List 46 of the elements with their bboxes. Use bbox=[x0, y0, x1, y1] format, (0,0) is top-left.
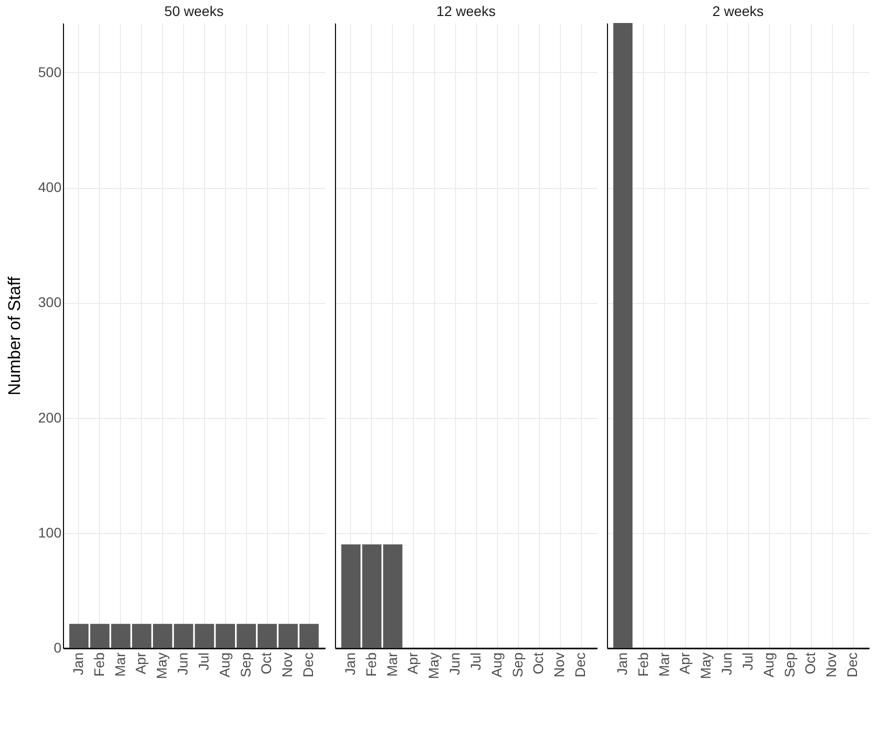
y-tick-label: 300 bbox=[38, 294, 62, 310]
chart-title: 50 weeks bbox=[164, 3, 224, 19]
x-tick-label: Jan bbox=[342, 652, 358, 676]
x-tick-label: Apr bbox=[404, 652, 421, 674]
x-tick-label: Sep bbox=[237, 652, 254, 678]
x-tick-label: Jul bbox=[467, 652, 484, 670]
x-tick-label: Apr bbox=[676, 652, 693, 674]
chart-title: 12 weeks bbox=[436, 3, 496, 19]
x-tick-label: Dec bbox=[844, 652, 860, 678]
x-tick-label: Feb bbox=[362, 652, 379, 677]
x-tick-label: Jun bbox=[718, 652, 735, 676]
x-tick-label: Oct bbox=[530, 652, 546, 674]
x-tick-label: May bbox=[426, 652, 442, 679]
x-tick-label: Oct bbox=[258, 652, 274, 674]
y-tick-label: 0 bbox=[54, 640, 62, 656]
x-tick-label: Jul bbox=[739, 652, 756, 670]
x-tick-label: Nov bbox=[823, 652, 840, 678]
x-tick-label: Mar bbox=[384, 652, 400, 677]
x-tick-label: Nov bbox=[279, 652, 296, 678]
x-tick-label: Mar bbox=[112, 652, 128, 677]
x-tick-label: May bbox=[698, 652, 714, 679]
x-tick-label: Sep bbox=[509, 652, 526, 678]
x-tick-label: Apr bbox=[132, 652, 149, 674]
chart-title: 2 weeks bbox=[712, 3, 764, 19]
x-tick-label: Dec bbox=[300, 652, 316, 678]
x-tick-label: May bbox=[154, 652, 170, 679]
x-tick-label: Aug bbox=[216, 652, 232, 678]
y-tick-label: 400 bbox=[38, 179, 62, 196]
x-tick-label: Feb bbox=[634, 652, 651, 677]
y-tick-label: 200 bbox=[38, 409, 62, 426]
x-tick-label: Mar bbox=[656, 652, 672, 677]
x-tick-label: Jun bbox=[174, 652, 191, 676]
x-tick-label: Jan bbox=[614, 652, 630, 676]
x-tick-label: Aug bbox=[760, 652, 776, 678]
y-tick-label: 100 bbox=[38, 524, 62, 540]
x-tick-label: Dec bbox=[572, 652, 588, 678]
x-tick-label: Feb bbox=[90, 652, 107, 677]
x-tick-label: Jun bbox=[446, 652, 463, 676]
y-tick-label: 500 bbox=[38, 64, 62, 80]
x-tick-label: Nov bbox=[551, 652, 568, 678]
x-tick-label: Jan bbox=[70, 652, 86, 676]
x-tick-label: Jul bbox=[195, 652, 212, 670]
x-tick-label: Sep bbox=[781, 652, 798, 678]
y-axis-title: Number of Staff bbox=[5, 276, 24, 396]
x-tick-label: Aug bbox=[488, 652, 504, 678]
x-tick-label: Oct bbox=[802, 652, 818, 674]
